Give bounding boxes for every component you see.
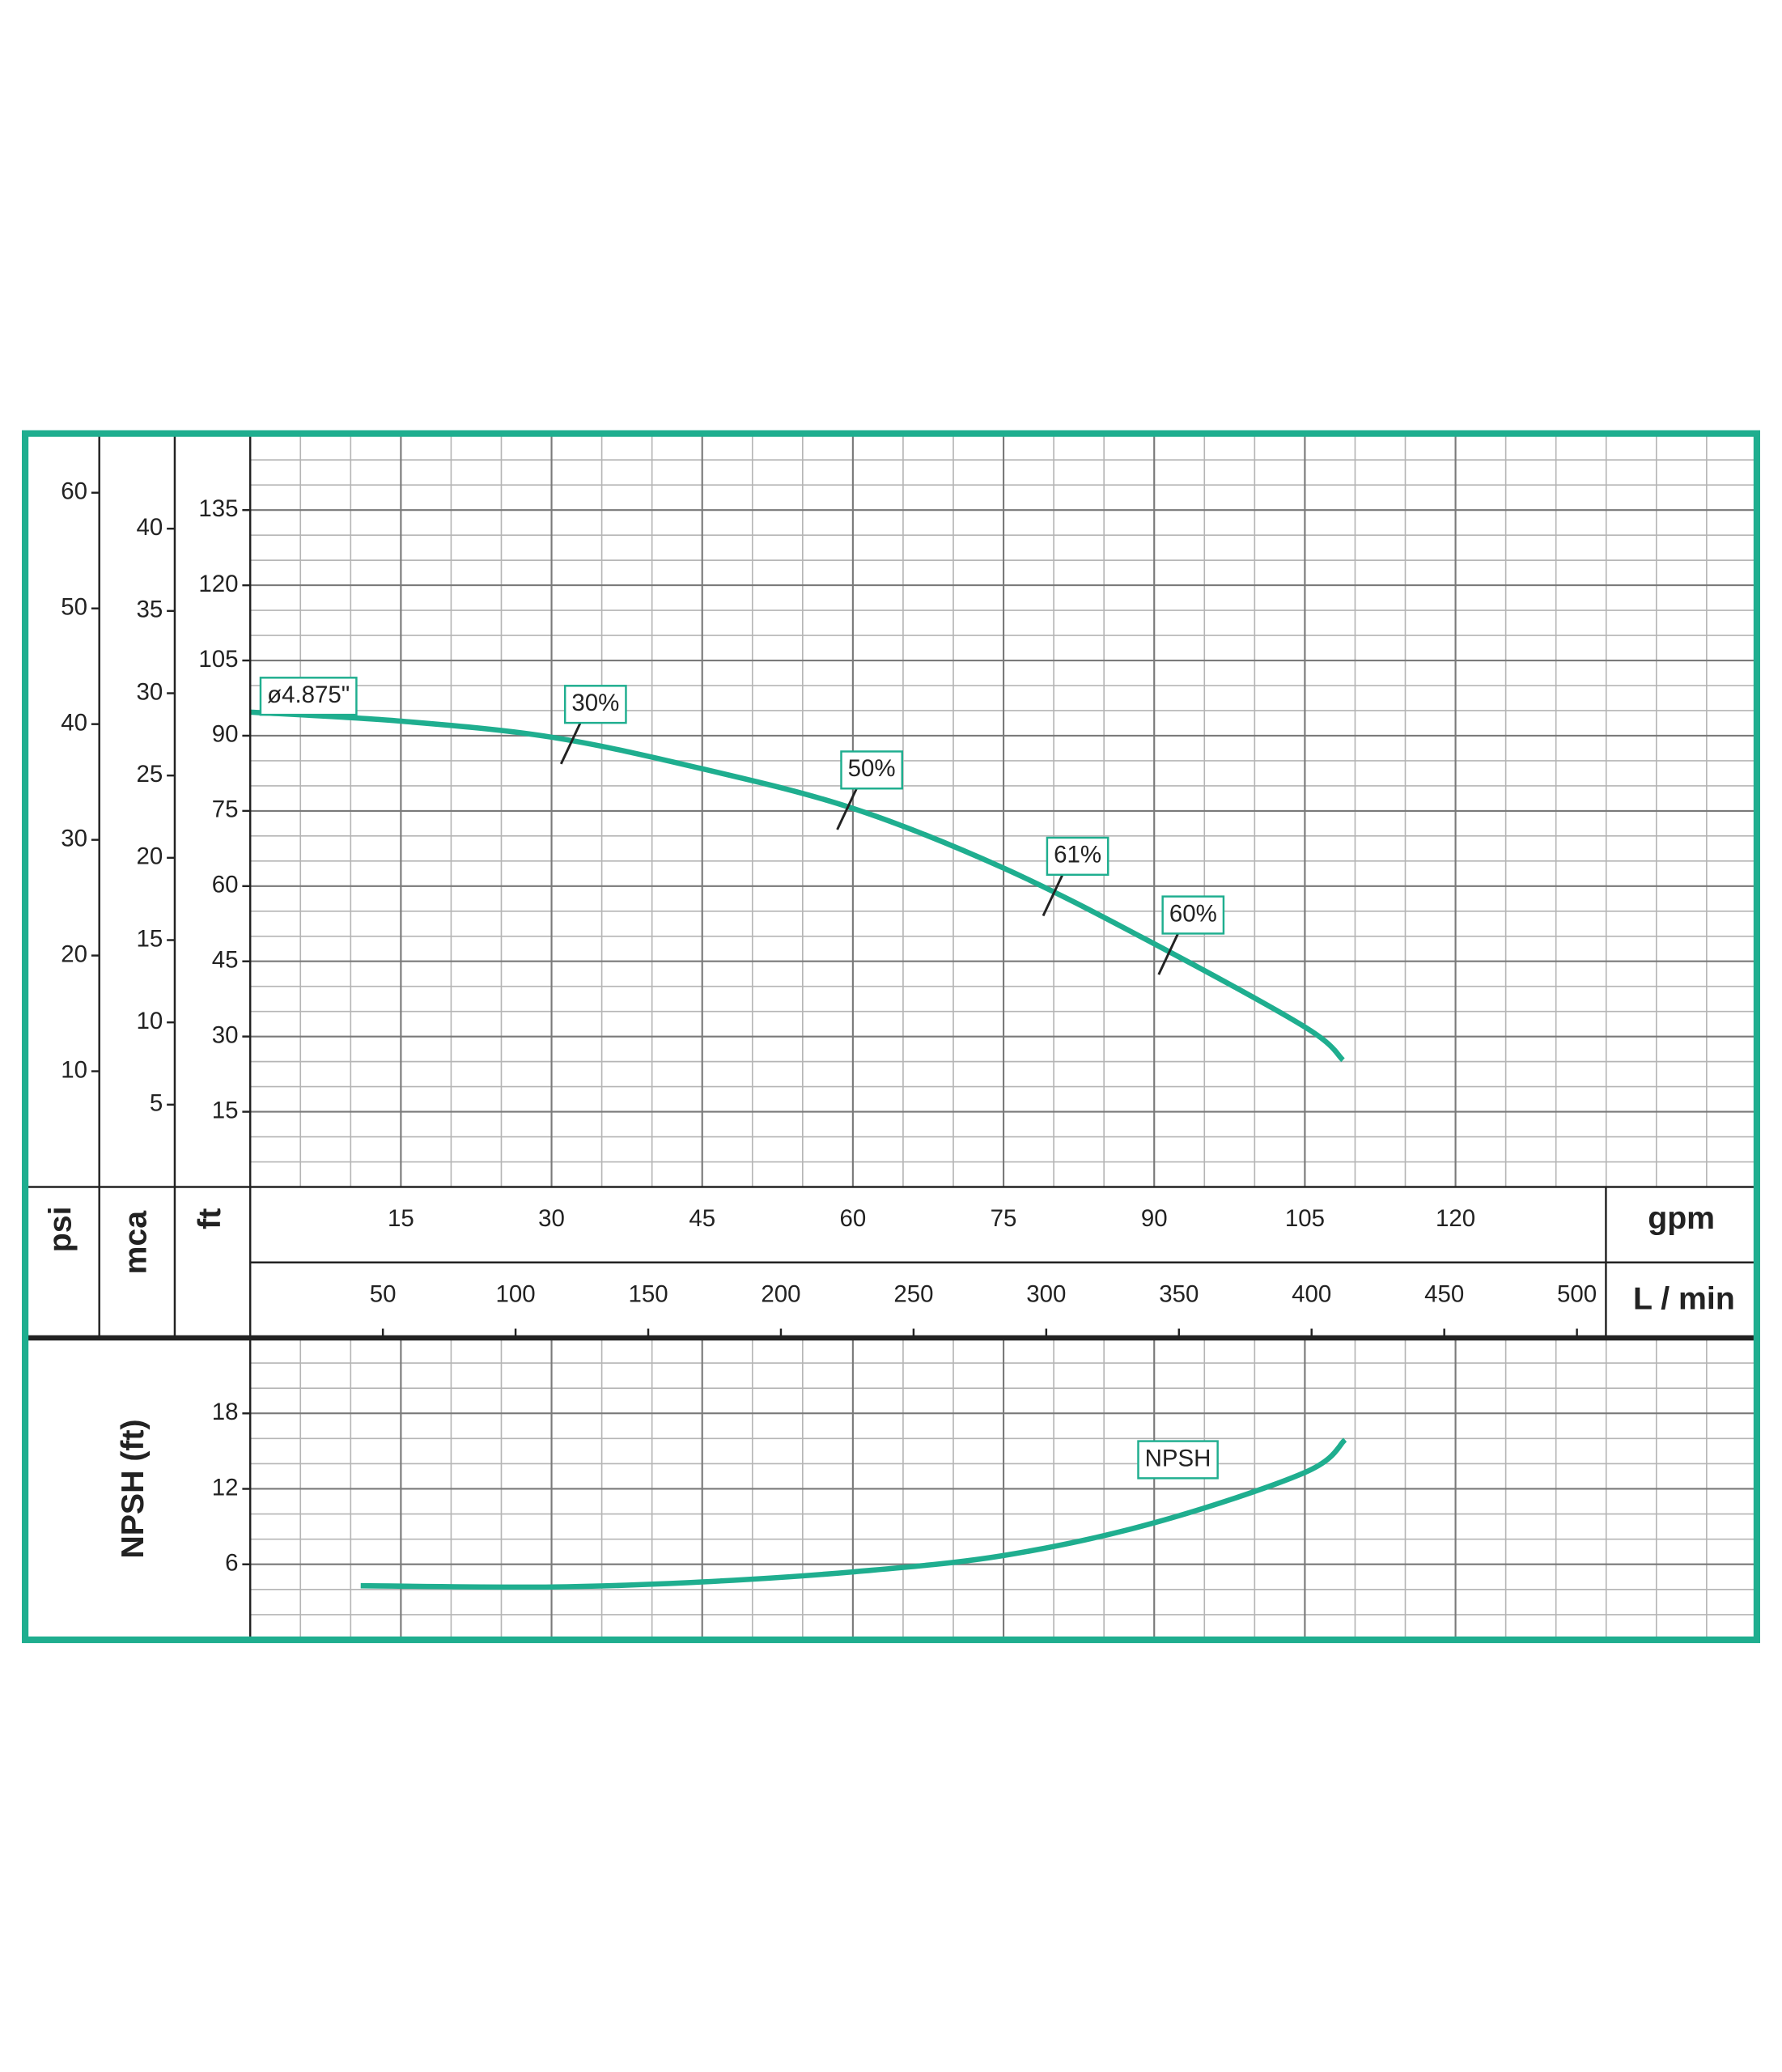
y-tick-label: 15 <box>212 1097 239 1123</box>
y-tick-label: 15 <box>136 925 163 952</box>
efficiency-mark <box>1157 928 1182 975</box>
series-label-box <box>1137 1440 1219 1480</box>
lmin-axis-title: L / min <box>1633 1281 1735 1317</box>
grid <box>250 435 1757 1640</box>
x2-tick-label: 150 <box>628 1280 668 1307</box>
npsh-axis-title: NPSH (ft) <box>115 1419 151 1558</box>
x2-tick-label: 200 <box>761 1280 800 1307</box>
psi-axis-title: psi <box>42 1206 78 1252</box>
y-tick-label: 45 <box>212 947 239 974</box>
efficiency-label: 30% <box>571 690 619 716</box>
efficiency-mark <box>836 783 860 830</box>
y-tick-label: 20 <box>136 843 163 870</box>
gpm-axis-title: gpm <box>1648 1200 1715 1236</box>
series-label: NPSH <box>1145 1445 1211 1471</box>
x2-tick-label: 350 <box>1159 1280 1199 1307</box>
x2-tick-label: 50 <box>370 1280 397 1307</box>
y-tick-label: 10 <box>61 1056 87 1083</box>
x2-tick-label: 300 <box>1026 1280 1066 1307</box>
series-label: ø4.875" <box>267 681 350 708</box>
efficiency-label-box <box>1046 836 1110 877</box>
x-tick-label: 120 <box>1436 1205 1475 1232</box>
x-tick-label: 15 <box>388 1205 414 1232</box>
efficiency-label: 60% <box>1169 900 1217 927</box>
y-tick-label: 6 <box>225 1550 238 1577</box>
ft-axis-title: ft <box>192 1208 227 1229</box>
series-line <box>250 709 1345 1063</box>
x-tick-label: 30 <box>538 1205 565 1232</box>
y-tick-label: 90 <box>212 721 239 748</box>
x2-tick-label: 400 <box>1292 1280 1331 1307</box>
x2-tick-label: 100 <box>496 1280 536 1307</box>
y-tick-label: 35 <box>136 597 163 623</box>
y-tick-label: 30 <box>136 678 163 705</box>
efficiency-mark <box>559 718 583 765</box>
y-tick-label: 10 <box>136 1008 163 1034</box>
y-tick-label: 5 <box>150 1090 163 1117</box>
overlay: psi mca ft gpm L / min NPSH (ft) <box>21 430 1761 1644</box>
y-tick-label: 12 <box>212 1474 239 1501</box>
efficiency-label: 50% <box>848 755 896 782</box>
x-tick-label: 60 <box>840 1205 867 1232</box>
efficiency-mark <box>1042 870 1066 917</box>
outer-frame <box>21 430 1761 1644</box>
x-tick-label: 105 <box>1285 1205 1325 1232</box>
x-tick-label: 90 <box>1141 1205 1168 1232</box>
y-tick-label: 40 <box>136 514 163 541</box>
y-tick-label: 30 <box>61 825 87 851</box>
y-tick-label: 40 <box>61 709 87 736</box>
y-tick-label: 20 <box>61 940 87 967</box>
y-tick-label: 120 <box>198 571 238 597</box>
series-line <box>360 1437 1347 1590</box>
y-tick-label: 50 <box>61 593 87 620</box>
x2-tick-label: 500 <box>1557 1280 1597 1307</box>
efficiency-label-box <box>840 750 903 790</box>
efficiency-label-box <box>563 685 627 724</box>
efficiency-label-box <box>1161 895 1225 935</box>
y-tick-label: 18 <box>212 1399 239 1425</box>
x2-tick-label: 250 <box>893 1280 933 1307</box>
y-tick-label: 135 <box>198 495 238 522</box>
y-tick-label: 25 <box>136 761 163 788</box>
x-tick-label: 75 <box>991 1205 1017 1232</box>
y-tick-label: 75 <box>212 796 239 823</box>
mca-axis-title: mca <box>118 1210 154 1275</box>
x2-tick-label: 450 <box>1424 1280 1464 1307</box>
y-tick-label: 60 <box>61 478 87 505</box>
efficiency-label: 61% <box>1054 842 1101 868</box>
y-tick-label: 60 <box>212 872 239 898</box>
series-label-box <box>259 677 358 716</box>
y-tick-label: 30 <box>212 1021 239 1048</box>
x-tick-label: 45 <box>689 1205 715 1232</box>
y-tick-label: 105 <box>198 646 238 673</box>
